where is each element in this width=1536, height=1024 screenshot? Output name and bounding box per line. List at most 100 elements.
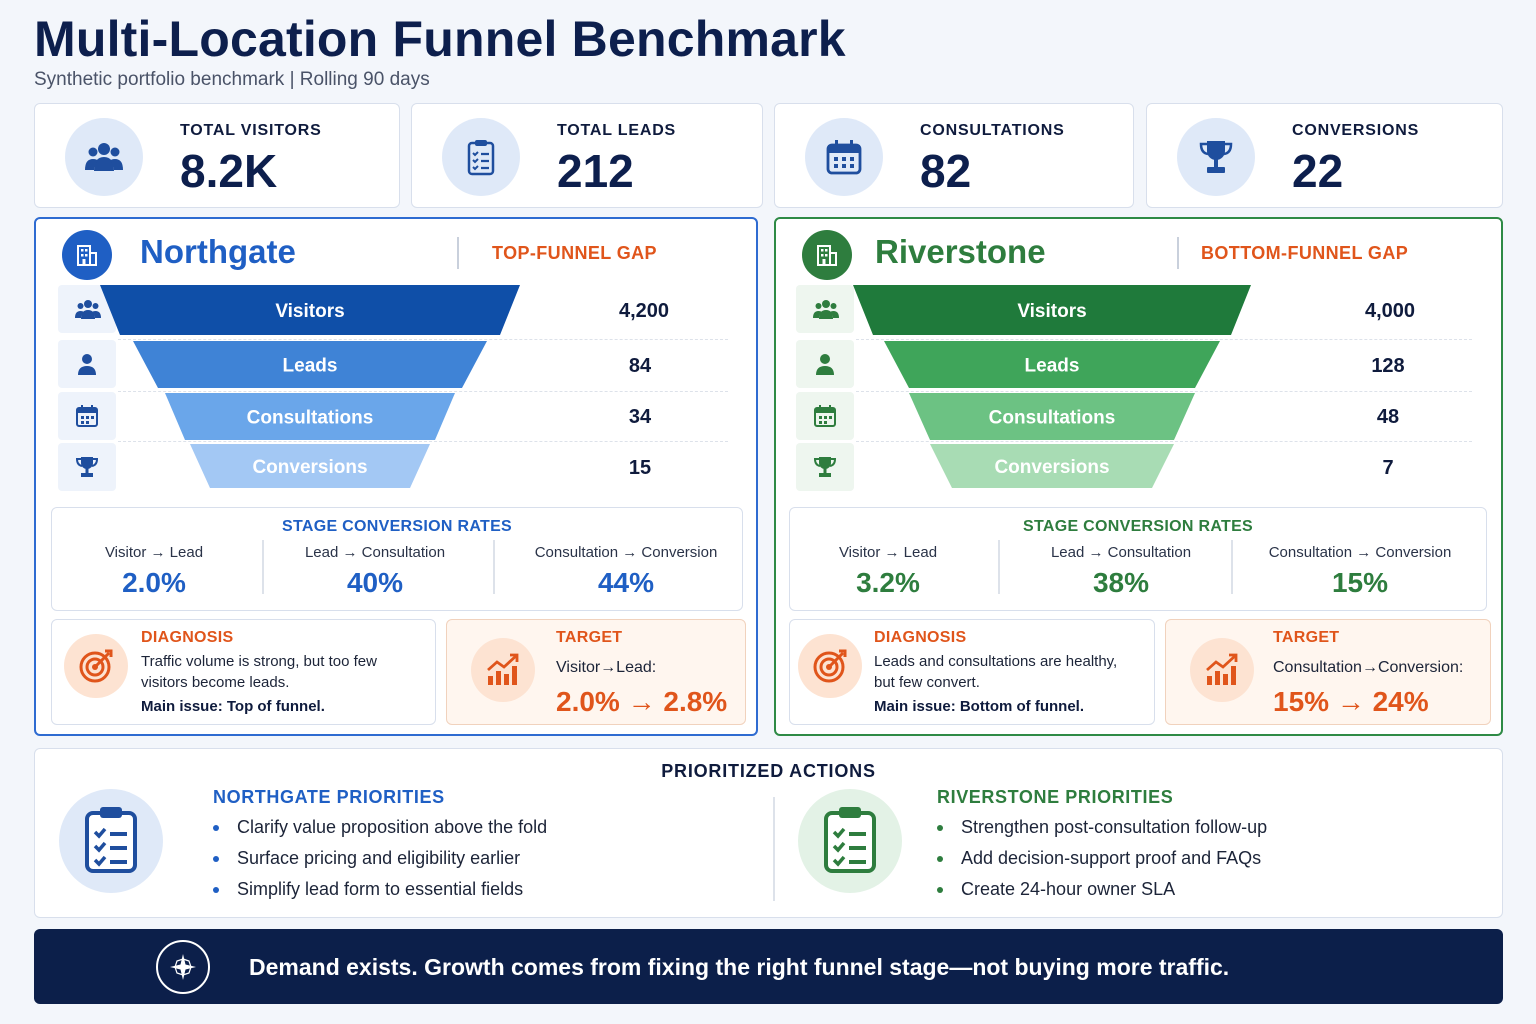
list-item: Add decision-support proof and FAQs <box>937 848 1267 879</box>
diagnosis-card: DIAGNOSIS Traffic volume is strong, but … <box>51 619 436 725</box>
funnel-stage-visitors <box>853 285 1251 335</box>
funnel-stage-consultations <box>165 393 455 440</box>
kpi-card-conversions: CONVERSIONS 22 <box>1146 103 1503 208</box>
location-panel-riverstone: Riverstone BOTTOM-FUNNEL GAP Visitors Lea… <box>774 217 1503 736</box>
stage-conversion-rates: STAGE CONVERSION RATES Visitor → Lead 3.… <box>789 507 1487 611</box>
trophy-icon <box>58 443 116 491</box>
stage-conversion-rates: STAGE CONVERSION RATES Visitor → Lead 2.… <box>51 507 743 611</box>
rate-value: 15% <box>1331 567 1389 598</box>
list-item: Simplify lead form to essential fields <box>213 879 547 910</box>
kpi-label: TOTAL VISITORS <box>180 122 322 139</box>
northgate-priorities-title: NORTHGATE PRIORITIES <box>213 787 445 807</box>
list-item: Create 24-hour owner SLA <box>937 879 1267 910</box>
clipboard-icon <box>798 789 902 893</box>
divider <box>998 540 1000 594</box>
rate-label: Consultation → Conversion <box>1268 544 1452 561</box>
funnel-stage-label: Leads <box>1025 356 1080 377</box>
bullet-icon <box>937 887 943 893</box>
rate-lead-consultation: Lead → Consultation 40% <box>280 544 470 599</box>
kpi-label: CONVERSIONS <box>1292 122 1420 139</box>
diagnosis-main-issue: Main issue: Bottom of funnel. <box>874 698 1084 715</box>
trophy-icon <box>796 443 854 491</box>
target-value: 15% → 24% <box>1273 686 1429 717</box>
funnel-stage-visitors <box>100 285 520 335</box>
priority-text: Surface pricing and eligibility earlier <box>237 848 521 868</box>
gap-label: TOP-FUNNEL GAP <box>492 243 657 263</box>
bullet-icon <box>213 887 219 893</box>
location-name: Northgate <box>140 233 296 270</box>
page-title: Multi-Location Funnel Benchmark <box>34 11 846 67</box>
kpi-card-consultations: CONSULTATIONS 82 <box>774 103 1134 208</box>
list-item: Strengthen post-consultation follow-up <box>937 817 1267 848</box>
funnel-stage-conversions <box>190 444 430 488</box>
rate-visitor-lead: Visitor → Lead 2.0% <box>74 544 234 599</box>
northgate-priorities-list: Clarify value proposition above the fold… <box>213 817 547 910</box>
row-divider <box>118 339 728 340</box>
building-icon <box>802 230 852 280</box>
prioritized-actions: PRIORITIZED ACTIONS NORTHGATE PRIORITIES… <box>34 748 1503 918</box>
funnel-stage-consultations <box>909 393 1195 440</box>
row-divider <box>118 391 728 392</box>
actions-title: PRIORITIZED ACTIONS <box>661 761 876 781</box>
target-value: 2.0% → 2.8% <box>556 686 728 717</box>
user-icon <box>796 340 854 388</box>
funnel-chart-northgate: Visitors Leads Consultations Conversions <box>100 285 520 488</box>
priority-text: Add decision-support proof and FAQs <box>961 848 1262 868</box>
stage-value-visitors: 4,000 <box>1364 300 1416 322</box>
diagnosis-line-1: Traffic volume is strong, but too few <box>141 653 377 670</box>
kpi-value: 212 <box>557 145 634 197</box>
row-divider <box>856 391 1472 392</box>
kpi-card-leads: TOTAL LEADS 212 <box>411 103 763 208</box>
target-icon <box>64 634 128 698</box>
kpi-label: TOTAL LEADS <box>557 122 677 139</box>
riverstone-priorities-list: Strengthen post-consultation follow-up A… <box>937 817 1267 910</box>
clipboard-icon <box>59 789 163 893</box>
row-divider <box>118 441 728 442</box>
calendar-icon <box>58 392 116 440</box>
rate-value: 40% <box>346 567 404 598</box>
bullet-icon <box>213 856 219 862</box>
user-icon <box>58 340 116 388</box>
gap-label: BOTTOM-FUNNEL GAP <box>1201 243 1409 263</box>
rate-value: 3.2% <box>856 567 920 598</box>
target-label: Visitor→Lead: <box>556 659 657 676</box>
bullet-icon <box>937 856 943 862</box>
stage-value-conversions: 7 <box>1382 457 1394 479</box>
funnel-stage-conversions <box>930 444 1174 488</box>
location-panel-northgate: Northgate TOP-FUNNEL GAP Visitors Leads Co… <box>34 217 758 736</box>
diagnosis-title: DIAGNOSIS <box>141 629 234 646</box>
users-icon <box>58 285 116 333</box>
stage-value-conversions: 15 <box>628 457 652 479</box>
kpi-label: CONSULTATIONS <box>920 122 1065 139</box>
target-label: Consultation→Conversion: <box>1273 659 1464 676</box>
rate-value: 38% <box>1092 567 1150 598</box>
funnel-stage-leads <box>133 341 487 388</box>
calendar-icon <box>805 118 883 196</box>
divider <box>493 540 495 594</box>
users-icon <box>65 118 143 196</box>
diagnosis-card: DIAGNOSIS Leads and consultations are he… <box>789 619 1155 725</box>
row-divider <box>856 441 1472 442</box>
growth-chart-icon <box>471 638 535 702</box>
target-card: TARGET Visitor→Lead: 2.0% → 2.8% <box>446 619 746 725</box>
row-divider <box>856 339 1472 340</box>
priority-text: Strengthen post-consultation follow-up <box>961 817 1268 837</box>
stage-value-consultations: 48 <box>1376 406 1400 428</box>
kpi-card-visitors: TOTAL VISITORS 8.2K <box>34 103 400 208</box>
rates-title: STAGE CONVERSION RATES <box>281 518 513 535</box>
divider <box>457 237 459 269</box>
diagnosis-line-2: but few convert. <box>874 674 980 691</box>
funnel-stage-label: Visitors <box>1017 301 1086 322</box>
stage-value-leads: 128 <box>1371 355 1405 377</box>
clipboard-icon <box>442 118 520 196</box>
stage-value-leads: 84 <box>628 355 652 377</box>
target-title: TARGET <box>1273 629 1340 646</box>
divider <box>1231 540 1233 594</box>
rate-label: Visitor → Lead <box>104 544 204 561</box>
funnel-stage-label: Consultations <box>247 408 374 429</box>
list-item: Clarify value proposition above the fold <box>213 817 547 848</box>
rate-consultation-conversion: Consultation → Conversion 44% <box>514 544 738 599</box>
growth-chart-icon <box>1190 638 1254 702</box>
stage-value-visitors: 4,200 <box>618 300 670 322</box>
rate-visitor-lead: Visitor → Lead 3.2% <box>808 544 968 599</box>
